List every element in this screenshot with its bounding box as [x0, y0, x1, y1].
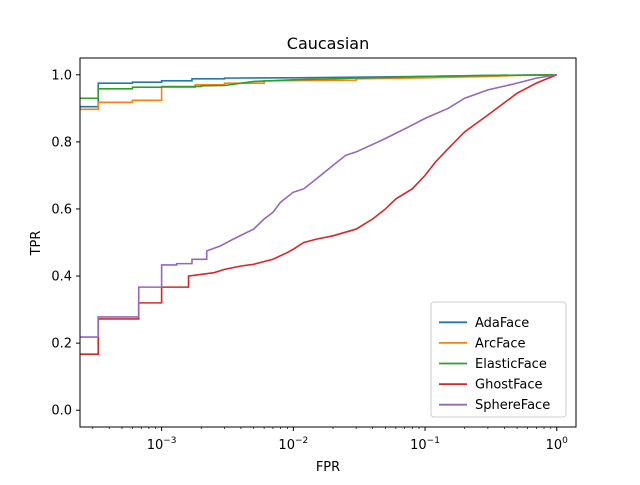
- x-tick-exponent: 0: [562, 436, 568, 446]
- series-line-ghostface: [80, 74, 558, 356]
- x-tick-base: 10: [278, 438, 295, 453]
- legend-label-adaface: AdaFace: [475, 316, 529, 331]
- x-tick-base: 10: [147, 438, 164, 453]
- y-axis-label: TPR: [29, 231, 44, 257]
- legend: AdaFace ArcFace ElasticFace GhostFace Sphere…: [430, 301, 567, 418]
- series-line-sphereface: [80, 73, 557, 338]
- x-tick-label: 10−3: [147, 436, 177, 453]
- y-tick-label: 1.0: [51, 68, 72, 83]
- series-line-elasticface: [80, 73, 557, 100]
- legend-label-elasticface: ElasticFace: [475, 357, 547, 372]
- legend-box: [430, 301, 567, 418]
- chart-title: Caucasian: [287, 34, 369, 53]
- x-tick-exponent: −2: [295, 436, 308, 446]
- x-tick-label: 10−1: [410, 436, 440, 453]
- x-tick-label: 100: [546, 436, 569, 453]
- x-axis-label: FPR: [316, 460, 340, 475]
- y-tick-label: 0.2: [51, 337, 72, 352]
- axes: 0.00.20.40.60.81.010−3 10−2 10−1 100: [51, 57, 577, 453]
- y-tick-label: 0.4: [51, 270, 72, 285]
- y-tick-label: 0.6: [51, 202, 72, 217]
- legend-label-sphereface: SphereFace: [475, 398, 550, 413]
- legend-label-ghostface: GhostFace: [475, 378, 543, 393]
- plot-area: [80, 73, 558, 356]
- x-tick-exponent: −1: [427, 436, 440, 446]
- axes-frame: [79, 57, 577, 428]
- y-tick-label: 0.8: [51, 135, 72, 150]
- y-tick-label: 0.0: [51, 404, 72, 419]
- x-tick-base: 10: [546, 438, 563, 453]
- x-tick-exponent: −3: [163, 436, 176, 446]
- x-tick-base: 10: [410, 438, 427, 453]
- x-tick-label: 10−2: [278, 436, 308, 453]
- legend-label-arcface: ArcFace: [475, 336, 526, 351]
